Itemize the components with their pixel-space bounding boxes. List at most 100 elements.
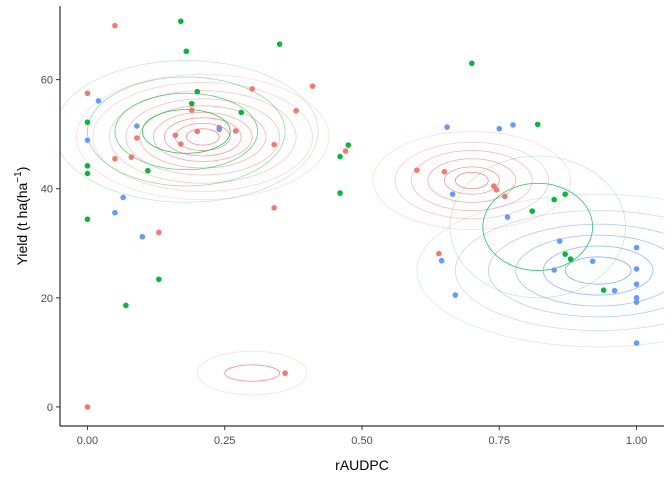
data-point xyxy=(134,135,140,141)
x-axis-title: rAUDPC xyxy=(335,457,389,473)
data-point xyxy=(633,340,640,346)
density-contour xyxy=(454,210,664,331)
data-point xyxy=(84,404,91,410)
data-point xyxy=(183,48,190,55)
data-point xyxy=(156,229,162,236)
data-point xyxy=(633,244,640,251)
data-point xyxy=(567,256,574,262)
data-point xyxy=(156,276,162,283)
x-tick-label: 0.25 xyxy=(214,435,235,447)
data-point xyxy=(271,205,277,211)
density-contour xyxy=(125,98,281,176)
data-point xyxy=(134,123,140,129)
density-contour xyxy=(482,182,594,271)
data-point xyxy=(188,107,195,113)
y-tick-label: 20 xyxy=(41,293,53,305)
data-point xyxy=(449,191,456,197)
data-point xyxy=(444,124,450,130)
x-tick-label: 0.00 xyxy=(77,435,98,447)
x-axis-ticks: 0.00 0.25 0.50 0.75 1.00 xyxy=(77,426,647,447)
data-point xyxy=(172,132,179,139)
density-contour xyxy=(163,117,242,157)
data-point xyxy=(469,60,475,67)
density-contour xyxy=(542,245,654,296)
data-point xyxy=(145,167,151,174)
data-point xyxy=(337,190,343,196)
x-tick-label: 0.75 xyxy=(489,435,510,447)
data-point xyxy=(84,119,91,125)
density-contour xyxy=(564,256,632,285)
data-point xyxy=(345,142,352,148)
plot-panel xyxy=(60,6,664,426)
density-contour xyxy=(76,73,330,201)
data-point xyxy=(139,233,146,240)
density-contour xyxy=(109,90,297,184)
data-point xyxy=(309,83,316,89)
data-point xyxy=(501,193,508,200)
data-point xyxy=(276,41,283,47)
data-point xyxy=(178,18,184,25)
data-point xyxy=(112,209,118,216)
density-contour xyxy=(92,81,313,192)
data-point xyxy=(84,90,91,97)
data-point xyxy=(551,196,557,203)
density-contour xyxy=(114,92,259,171)
data-point xyxy=(112,22,118,29)
data-point xyxy=(282,370,288,376)
density-contour xyxy=(515,234,664,307)
density-contour xyxy=(427,158,517,203)
y-tick-label: 40 xyxy=(41,184,53,196)
data-point xyxy=(441,169,448,175)
density-contour xyxy=(449,155,626,299)
data-point xyxy=(84,170,91,177)
data-point xyxy=(504,214,511,220)
density-contour xyxy=(443,166,500,195)
data-point xyxy=(216,126,223,133)
density-contours xyxy=(60,60,664,396)
data-point xyxy=(589,258,596,265)
x-tick-label: 1.00 xyxy=(626,435,647,447)
density-contour xyxy=(224,364,281,382)
y-axis-title: Yield (t ha(ha−1) xyxy=(13,167,30,266)
data-point xyxy=(271,141,277,148)
y-axis-title-main: Yield (t ha(ha xyxy=(14,182,30,265)
data-point xyxy=(562,251,568,257)
data-point xyxy=(556,238,563,244)
density-contour xyxy=(454,171,489,190)
x-tick-label: 0.50 xyxy=(351,435,372,447)
y-axis-title-superscript: −1 xyxy=(13,171,24,183)
density-contour xyxy=(372,131,572,231)
data-point xyxy=(95,98,102,104)
y-tick-label: 60 xyxy=(41,75,53,87)
data-point xyxy=(112,155,118,162)
density-contour xyxy=(139,105,267,169)
data-point xyxy=(551,267,557,273)
density-contour xyxy=(416,193,664,348)
data-point xyxy=(436,250,442,257)
data-point xyxy=(337,153,343,160)
data-point xyxy=(84,163,91,169)
data-point xyxy=(438,257,445,264)
density-contour xyxy=(196,350,308,396)
data-point xyxy=(84,216,91,223)
data-point xyxy=(562,191,568,197)
data-point xyxy=(188,100,195,107)
y-tick-label: 0 xyxy=(47,402,53,414)
data-point xyxy=(232,128,239,134)
data-point xyxy=(238,109,244,116)
data-point xyxy=(128,154,135,160)
density-contour xyxy=(141,109,231,154)
data-point xyxy=(633,281,640,287)
density-contour xyxy=(487,223,664,318)
density-contour xyxy=(87,76,286,187)
density-contour xyxy=(60,60,319,203)
data-point xyxy=(194,128,201,135)
density-contour xyxy=(185,128,220,146)
data-point xyxy=(496,125,503,132)
data-point xyxy=(633,299,640,305)
data-point xyxy=(493,187,500,193)
data-point xyxy=(293,107,299,114)
data-points xyxy=(84,18,640,410)
density-contour xyxy=(411,150,533,211)
